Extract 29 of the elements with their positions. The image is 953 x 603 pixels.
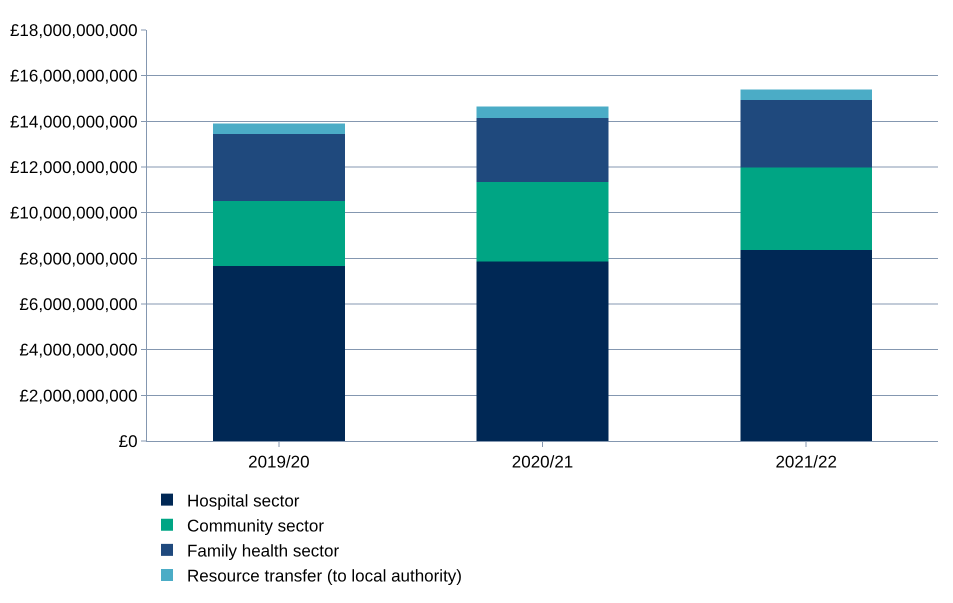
- x-tick-label: 2020/21: [512, 452, 574, 472]
- x-tick-label: 2021/22: [775, 452, 837, 472]
- x-tick-label: 2019/20: [248, 452, 310, 472]
- bar: [212, 266, 345, 441]
- y-tick-label: £14,000,000,000: [10, 112, 138, 132]
- y-tick-label: £2,000,000,000: [19, 386, 138, 406]
- bar: [212, 201, 345, 266]
- bar: [740, 100, 872, 168]
- bar: [476, 182, 608, 262]
- bar: [740, 89, 872, 100]
- bar: [740, 168, 872, 250]
- y-tick-label: £4,000,000,000: [19, 340, 138, 360]
- legend-label: Hospital sector: [187, 491, 300, 510]
- bar: [476, 118, 608, 182]
- y-tick-label: £18,000,000,000: [10, 20, 138, 40]
- legend-label: Community sector: [187, 516, 324, 536]
- y-tick-label: £12,000,000,000: [10, 158, 138, 177]
- bar: [212, 124, 345, 134]
- bar: [212, 134, 345, 202]
- y-tick-label: £16,000,000,000: [10, 66, 138, 86]
- y-tick-label: £10,000,000,000: [10, 204, 138, 223]
- bar: [476, 106, 608, 118]
- bar: [476, 261, 608, 441]
- y-tick-label: £8,000,000,000: [19, 249, 138, 268]
- y-tick-label: £6,000,000,000: [19, 294, 138, 314]
- legend-label: Family health sector: [187, 541, 340, 560]
- bar: [740, 250, 872, 441]
- legend-label: Resource transfer (to local authority): [187, 566, 462, 586]
- y-tick-label: £0: [118, 432, 138, 451]
